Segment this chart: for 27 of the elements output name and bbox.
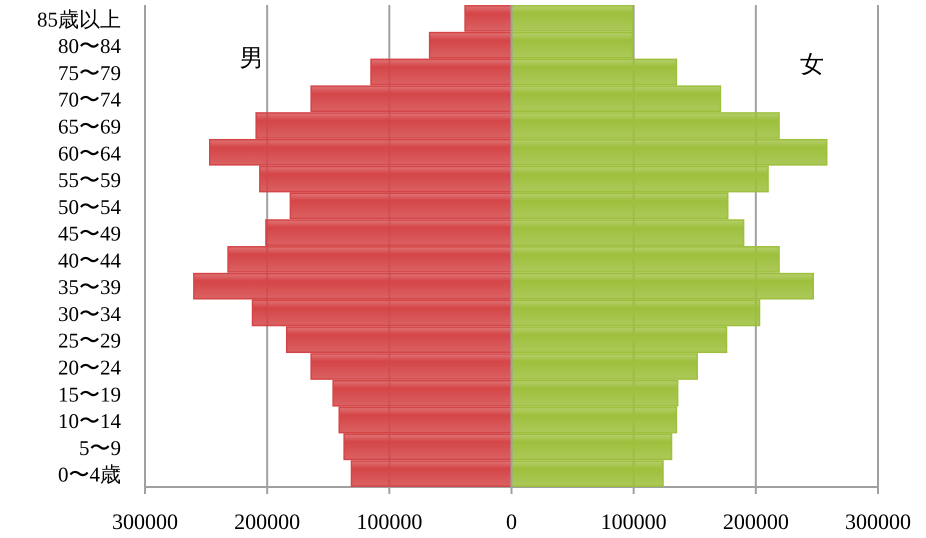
x-tick-label: 100000 (600, 509, 667, 534)
x-tick-label: 0 (506, 509, 517, 534)
x-tick-label: 100000 (356, 509, 422, 534)
x-tick-label: 300000 (845, 509, 911, 534)
y-tick-label: 85歳以上 (37, 7, 121, 32)
x-tick-label: 200000 (234, 509, 300, 534)
x-tick-label: 300000 (112, 509, 178, 534)
y-tick-label: 75〜79 (58, 60, 121, 85)
y-tick-label: 10〜14 (58, 409, 122, 434)
y-tick-label: 5〜9 (79, 436, 121, 460)
y-tick-label: 30〜34 (58, 302, 122, 326)
y-tick-label: 65〜69 (58, 114, 121, 138)
series-label: 女 (800, 52, 824, 78)
series-label: 男 (239, 46, 264, 72)
y-tick-label: 80〜84 (58, 34, 122, 58)
y-tick-label: 60〜64 (58, 141, 122, 166)
y-tick-label: 25〜29 (58, 328, 121, 353)
y-tick-label: 70〜74 (58, 88, 122, 112)
y-tick-label: 0〜4歳 (58, 462, 121, 487)
y-tick-label: 35〜39 (58, 275, 121, 300)
y-tick-label: 55〜59 (58, 168, 121, 192)
y-tick-label: 50〜54 (58, 194, 122, 219)
y-tick-label: 45〜49 (58, 222, 121, 246)
x-tick-label: 200000 (722, 509, 789, 534)
y-tick-label: 20〜24 (58, 356, 122, 380)
y-tick-label: 40〜44 (58, 248, 122, 272)
y-tick-label: 15〜19 (58, 382, 121, 406)
